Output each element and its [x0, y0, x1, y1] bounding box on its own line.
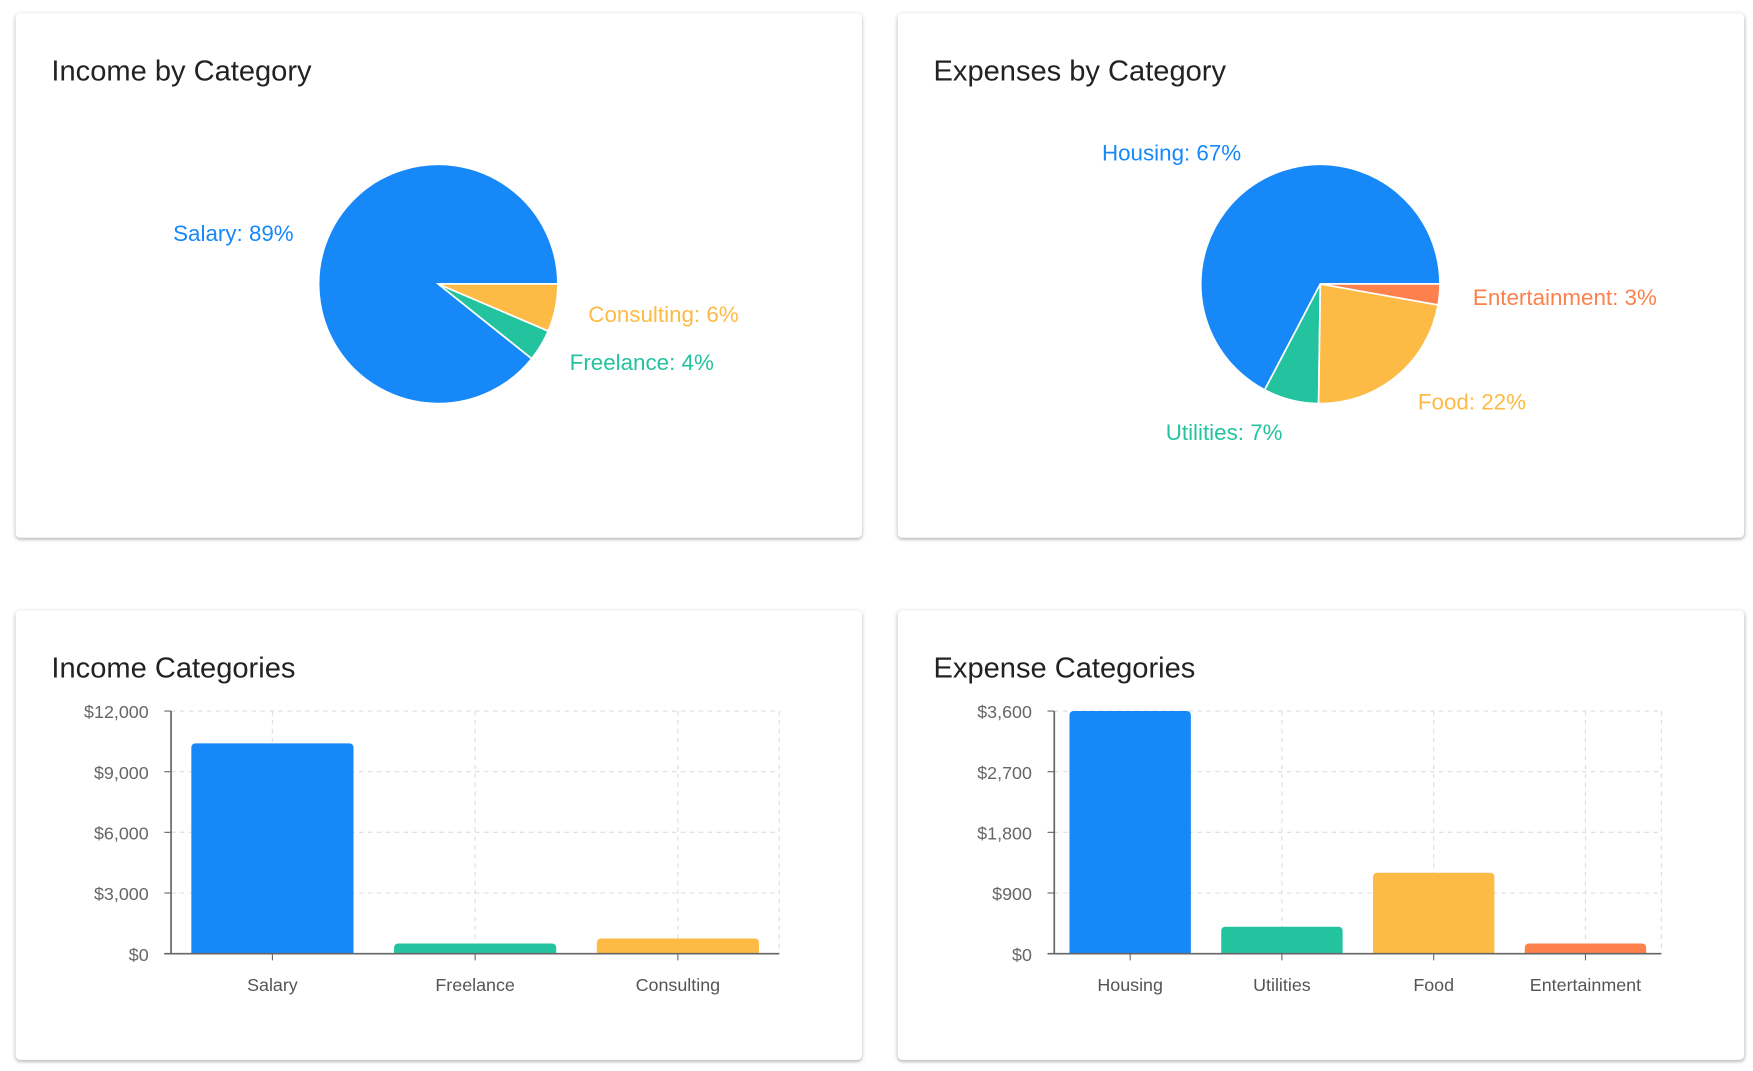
bar-freelance: [394, 943, 557, 954]
y-tick-label: $0: [129, 945, 149, 965]
x-tick-label: Consulting: [636, 975, 720, 995]
pie-label: Consulting: 6%: [588, 302, 739, 327]
pie-label: Utilities: 7%: [1166, 420, 1283, 445]
y-tick-label: $6,000: [94, 823, 149, 843]
expense-bar-card: Expense Categories $0 $900 $1,800 $2,700 $3,…: [897, 610, 1745, 1060]
x-tick-label: Freelance: [435, 975, 515, 995]
income-bar-chart: $0 $3,000 $6,000 $9,000 $12,000 Salary Freelan…: [84, 702, 780, 995]
bar-housing: [1069, 711, 1191, 954]
x-tick-label: Utilities: [1253, 975, 1311, 995]
pie-slice-consulting: [437, 283, 559, 333]
bar-utilities: [1221, 926, 1343, 954]
y-tick-label: $3,600: [977, 702, 1032, 722]
income-bar-card: Income Categories $0 $3,000 $6,000 $9,000 $1…: [15, 610, 862, 1060]
bar-consulting: [596, 938, 759, 954]
y-tick-label: $2,700: [977, 763, 1032, 783]
bar-salary: [191, 743, 354, 954]
card-title: Income Categories: [51, 650, 296, 685]
y-tick-label: $3,000: [94, 884, 149, 904]
card-title: Income by Category: [51, 53, 312, 88]
pie-label: Entertainment: 3%: [1473, 285, 1657, 310]
card-title: Expense Categories: [933, 650, 1196, 685]
pie-label: Freelance: 4%: [570, 350, 714, 375]
pie-slice-salary: [317, 163, 559, 405]
pie-label: Salary: 89%: [173, 221, 294, 246]
income-pie-card: Income by Category Salary: 89% Freelance:…: [15, 13, 862, 538]
pie-slice-housing: [1199, 163, 1441, 391]
y-tick-label: $0: [1012, 945, 1032, 965]
x-tick-label: Salary: [247, 975, 298, 995]
pie-label: Food: 22%: [1418, 390, 1526, 415]
expenses-pie-card: Expenses by Category Housing: 67% Utiliti…: [897, 13, 1745, 538]
x-tick-label: Food: [1413, 975, 1454, 995]
y-tick-label: $12,000: [84, 702, 149, 722]
pie-slice-entertainment: [1320, 283, 1441, 306]
income-pie-chart: Salary: 89% Freelance: 4% Consulting: 6%: [173, 163, 739, 405]
y-tick-label: $9,000: [94, 763, 149, 783]
expense-bar-chart: $0 $900 $1,800 $2,700 $3,600 Housing Utilities…: [977, 702, 1662, 995]
card-title: Expenses by Category: [933, 53, 1226, 88]
x-tick-label: Housing: [1097, 975, 1163, 995]
expenses-pie-chart: Housing: 67% Utilities: 7% Food: 22% Entert…: [1102, 140, 1657, 445]
bar-entertainment: [1524, 943, 1647, 954]
pie-label: Housing: 67%: [1102, 140, 1241, 165]
x-tick-label: Entertainment: [1530, 975, 1641, 995]
y-tick-label: $900: [992, 884, 1032, 904]
y-tick-label: $1,800: [977, 823, 1032, 843]
bar-food: [1372, 872, 1495, 954]
pie-slice-food: [1317, 282, 1440, 405]
